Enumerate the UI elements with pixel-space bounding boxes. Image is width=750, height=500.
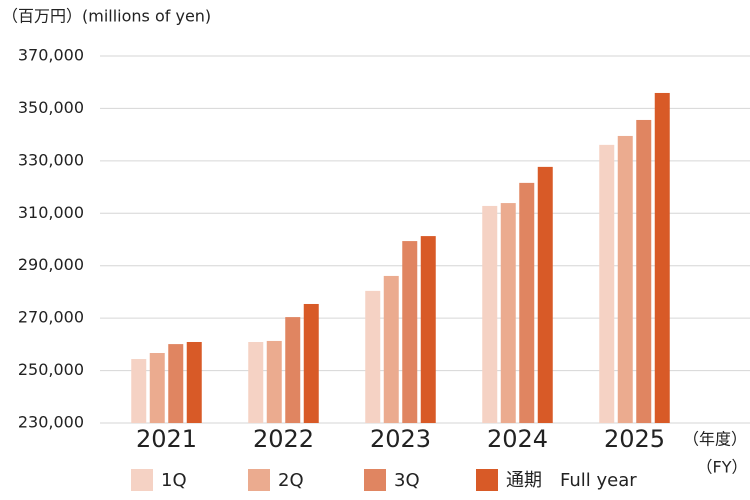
y-tick-label: 270,000 bbox=[18, 308, 84, 327]
bar bbox=[383, 275, 399, 423]
x-tick-label: 2025 bbox=[604, 425, 665, 453]
legend-label: 2Q bbox=[278, 470, 304, 491]
bar bbox=[168, 344, 184, 423]
y-tick-label: 230,000 bbox=[18, 413, 84, 432]
legend-label: 3Q bbox=[394, 470, 420, 491]
legend-swatch bbox=[364, 469, 386, 491]
bar bbox=[149, 353, 165, 423]
bar bbox=[303, 303, 319, 423]
x-tick-label: 2024 bbox=[487, 425, 548, 453]
bar bbox=[482, 205, 498, 423]
legend-label: 通期 Full year bbox=[506, 470, 637, 491]
bar bbox=[266, 340, 282, 423]
y-tick-label: 350,000 bbox=[18, 98, 84, 117]
y-tick-label: 370,000 bbox=[18, 46, 84, 65]
bar bbox=[519, 182, 535, 423]
bar bbox=[636, 119, 652, 423]
bar bbox=[500, 203, 516, 423]
y-tick-label: 310,000 bbox=[18, 203, 84, 222]
x-tick-label: 2021 bbox=[136, 425, 197, 453]
legend-swatch bbox=[476, 469, 498, 491]
bar bbox=[617, 135, 633, 424]
bar bbox=[537, 166, 553, 424]
legend-swatch bbox=[131, 469, 153, 491]
x-tick-label: 2022 bbox=[253, 425, 314, 453]
bar bbox=[420, 236, 436, 423]
x-tick-label: 2023 bbox=[370, 425, 431, 453]
legend-label: 1Q bbox=[161, 470, 187, 491]
y-tick-label: 250,000 bbox=[18, 360, 84, 379]
bar bbox=[131, 359, 147, 423]
y-tick-label: 290,000 bbox=[18, 255, 84, 274]
x-unit-label: （年度） bbox=[683, 430, 747, 449]
y-tick-label: 330,000 bbox=[18, 150, 84, 169]
bar bbox=[599, 144, 615, 423]
x-unit-label: （FY） bbox=[697, 458, 748, 477]
bar bbox=[248, 341, 264, 423]
bar bbox=[285, 317, 301, 423]
chart-title: （百万円）(millions of yen) bbox=[2, 7, 211, 26]
legend-swatch bbox=[248, 469, 270, 491]
bar bbox=[402, 241, 418, 423]
bar bbox=[654, 92, 670, 423]
bar bbox=[186, 341, 202, 423]
bar bbox=[365, 290, 381, 423]
